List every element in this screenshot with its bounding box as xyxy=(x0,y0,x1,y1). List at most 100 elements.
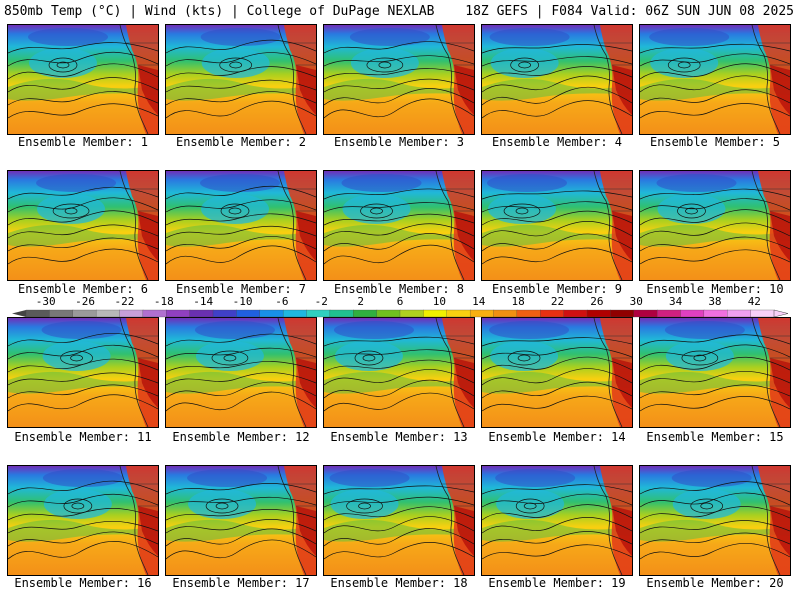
map-valid-time: 18Z GEFS | F084 Valid: 06Z SUN JUN 08 20… xyxy=(465,4,794,19)
cold-trough-area xyxy=(43,489,112,519)
coastline xyxy=(751,25,781,134)
height-contour xyxy=(8,63,158,80)
ensemble-map-panel xyxy=(639,24,791,135)
height-contour xyxy=(324,516,474,534)
low-center-contour xyxy=(70,354,83,362)
mild-band xyxy=(482,371,632,394)
colorbar-tick-label: -10 xyxy=(232,295,253,308)
colorbar-swatch xyxy=(586,309,612,318)
cold-air-area xyxy=(489,321,570,339)
cold-air-area xyxy=(349,28,430,46)
height-contour xyxy=(8,493,158,508)
height-contour xyxy=(166,333,316,347)
cold-air-area xyxy=(42,469,123,487)
low-center-contour xyxy=(523,502,537,510)
height-contour xyxy=(8,372,158,386)
coastline xyxy=(593,171,623,280)
height-contour xyxy=(8,384,158,399)
height-contour xyxy=(166,213,316,226)
mild-band xyxy=(640,519,790,542)
height-contour xyxy=(324,213,474,226)
cold-trough-area xyxy=(201,48,270,78)
cold-trough-area xyxy=(496,489,565,519)
height-contour xyxy=(324,244,474,265)
colorbar-swatch xyxy=(703,309,728,318)
height-contour xyxy=(324,223,474,239)
height-contour xyxy=(482,210,632,226)
ensemble-member-label: Ensemble Member: 8 xyxy=(333,282,465,296)
height-contour xyxy=(166,236,316,252)
state-borders xyxy=(758,188,790,212)
height-contour xyxy=(8,237,158,252)
state-borders xyxy=(758,42,790,66)
low-center-contour xyxy=(370,207,383,215)
colorbar-tick-label: -18 xyxy=(153,295,174,308)
height-contour xyxy=(8,210,158,226)
height-contour xyxy=(640,43,790,54)
low-center-contour xyxy=(215,502,229,510)
mild-band xyxy=(482,78,632,101)
colorbar-tick-label: -14 xyxy=(193,295,214,308)
height-contour xyxy=(324,55,474,67)
low-center-contour xyxy=(229,61,243,69)
mild-band xyxy=(324,519,474,542)
height-contour xyxy=(8,197,158,213)
height-contour xyxy=(324,359,474,373)
hottest-area xyxy=(296,506,316,556)
height-contour xyxy=(324,392,474,412)
height-contour xyxy=(324,379,474,399)
cold-air-area xyxy=(649,28,730,46)
height-contour xyxy=(8,186,158,200)
coastline xyxy=(277,466,307,575)
hottest-area xyxy=(770,211,790,261)
colorbar-tick-label: -6 xyxy=(275,295,289,308)
height-contour xyxy=(8,248,158,265)
low-center-contour xyxy=(515,498,545,514)
mild-band xyxy=(324,371,474,394)
state-borders xyxy=(284,42,316,66)
height-contour xyxy=(640,481,790,495)
cold-trough-area xyxy=(488,194,557,224)
cold-air-area xyxy=(41,321,122,339)
colorbar-swatch xyxy=(353,309,378,318)
height-contour xyxy=(166,496,316,508)
state-borders xyxy=(126,42,158,66)
low-center-contour xyxy=(517,354,531,362)
hottest-area xyxy=(612,358,632,408)
colorbar-tick-label: 38 xyxy=(708,295,722,308)
colorbar-swatch xyxy=(727,309,752,318)
ensemble-map-panel xyxy=(7,465,159,576)
low-center-contour xyxy=(681,350,719,366)
height-contour xyxy=(640,370,790,386)
low-center-contour xyxy=(378,61,392,69)
height-contour xyxy=(324,68,474,80)
ensemble-map-panel xyxy=(7,24,159,135)
ensemble-member-label: Ensemble Member: 12 xyxy=(172,430,310,444)
height-contour xyxy=(324,88,474,106)
colorbar-swatch xyxy=(282,309,308,318)
height-contour xyxy=(640,344,790,360)
colorbar-swatch xyxy=(72,309,97,318)
hottest-area xyxy=(138,506,158,556)
low-center-contour xyxy=(700,502,714,510)
height-contour xyxy=(166,66,316,80)
colorbar-tick-label: 2 xyxy=(357,295,364,308)
height-contour xyxy=(166,509,316,521)
height-contour xyxy=(482,201,632,213)
height-contour xyxy=(324,202,474,213)
ensemble-member-label: Ensemble Member: 13 xyxy=(330,430,468,444)
colorbar-tick-label: 30 xyxy=(629,295,643,308)
low-center-contour xyxy=(346,498,383,514)
low-center-contour xyxy=(366,57,404,73)
hottest-area xyxy=(454,506,474,556)
ensemble-member-label: Ensemble Member: 20 xyxy=(646,576,784,590)
ensemble-member-label: Ensemble Member: 2 xyxy=(175,135,307,149)
colorbar-tick-label: 42 xyxy=(747,295,761,308)
cold-air-area xyxy=(329,469,410,487)
map-title: 850mb Temp (°C) | Wind (kts) | College o… xyxy=(4,4,435,19)
height-contour xyxy=(166,539,316,560)
coastline xyxy=(277,171,307,280)
colorbar-tick-label: -26 xyxy=(75,295,95,308)
colorbar-swatch xyxy=(259,309,284,318)
ensemble-member-label: Ensemble Member: 10 xyxy=(646,282,784,296)
